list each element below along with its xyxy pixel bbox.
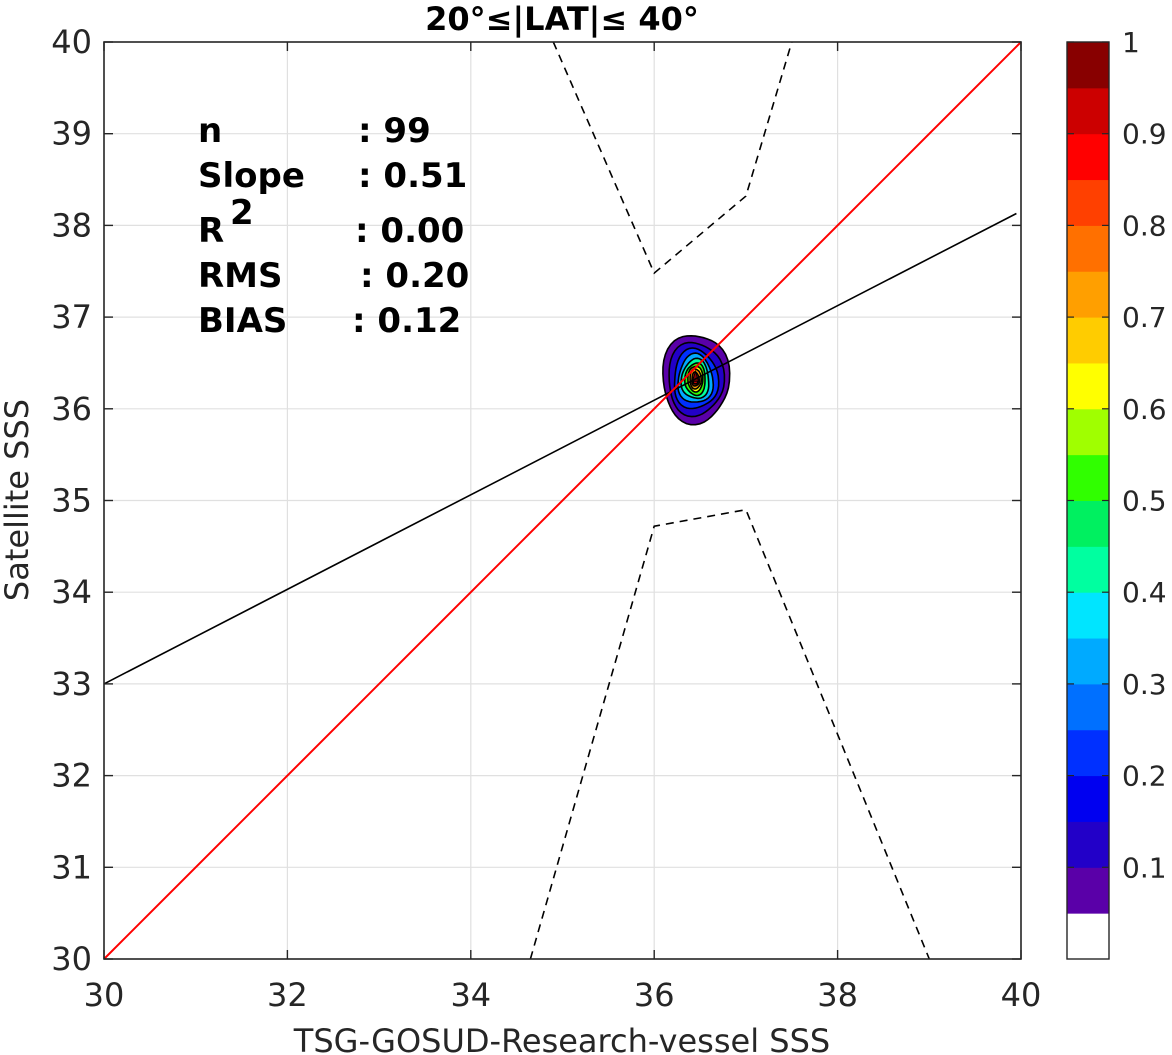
colorbar-tick-label: 1 xyxy=(1122,26,1140,59)
y-tick-label: 35 xyxy=(51,482,92,520)
x-tick-label: 36 xyxy=(634,976,675,1014)
colorbar-segment xyxy=(1067,592,1109,639)
colorbar-segment xyxy=(1067,775,1109,822)
colorbar-segment xyxy=(1067,271,1109,318)
stat-value: : 0.20 xyxy=(360,256,469,296)
chart-title: 20°≤|LAT|≤ 40° xyxy=(425,0,699,39)
grid-lines xyxy=(103,41,1022,960)
colorbar-segment xyxy=(1067,408,1109,456)
stat-label-superscript: 2 xyxy=(230,193,254,233)
colorbar-segment xyxy=(1067,87,1109,135)
y-tick-label: 36 xyxy=(51,390,92,428)
fit-lines xyxy=(103,41,1022,960)
colorbar-tick-label: 0.7 xyxy=(1122,301,1167,334)
regression-line xyxy=(103,212,1017,685)
y-tick-label: 38 xyxy=(51,206,92,244)
y-tick-label: 37 xyxy=(51,298,92,336)
y-tick-label: 39 xyxy=(51,115,92,153)
x-tick-label: 34 xyxy=(450,976,491,1014)
colorbar-segment xyxy=(1067,821,1109,868)
colorbar-tick-label: 0.8 xyxy=(1122,209,1167,242)
y-tick-label: 31 xyxy=(51,848,92,886)
colorbar-segment xyxy=(1067,42,1109,89)
colorbar-segment xyxy=(1067,317,1109,364)
stat-label: n xyxy=(198,111,222,151)
colorbar-tick-label: 0.9 xyxy=(1122,118,1167,151)
x-tick-label: 40 xyxy=(1001,976,1042,1014)
colorbar-segment xyxy=(1067,225,1109,272)
stat-value: : 99 xyxy=(358,111,431,151)
colorbar-tick-label: 0.4 xyxy=(1122,576,1167,609)
x-tick-label: 30 xyxy=(84,976,125,1014)
y-tick-label: 40 xyxy=(51,23,92,61)
stats-box: n : 99 Slope : 0.51 R 2 : 0.00 RMS : 0.20 BIAS : 0… xyxy=(198,111,469,341)
one-to-one-line xyxy=(103,41,1022,960)
envelope-upper-line xyxy=(552,41,793,275)
y-tick-label: 32 xyxy=(51,757,92,795)
colorbar-tick-label: 0.1 xyxy=(1122,851,1167,884)
colorbar-tick-label: 0.5 xyxy=(1122,485,1167,518)
stat-label: BIAS xyxy=(198,301,287,341)
colorbar-segment xyxy=(1067,867,1109,914)
colorbar-segment xyxy=(1067,913,1109,960)
x-tick-label: 38 xyxy=(817,976,858,1014)
stat-value: : 0.00 xyxy=(355,211,464,251)
stat-value: : 0.12 xyxy=(352,301,461,341)
envelope-lower-line xyxy=(529,508,931,960)
stat-label: Slope xyxy=(198,156,305,196)
y-tick-label: 33 xyxy=(51,665,92,703)
envelope-lines xyxy=(529,41,931,960)
colorbar-segment xyxy=(1067,546,1109,593)
colorbar-segment xyxy=(1067,500,1109,547)
colorbar-segment xyxy=(1067,362,1109,410)
colorbar-segment xyxy=(1067,729,1109,777)
y-tick-label: 30 xyxy=(51,940,92,978)
colorbar-segment xyxy=(1067,133,1109,181)
axes xyxy=(103,41,1022,960)
y-axis-label: Satellite SSS xyxy=(0,399,36,601)
colorbar-segment xyxy=(1067,179,1109,226)
y-tick-labels: 30 31 32 33 34 35 36 37 38 39 40 xyxy=(51,23,92,978)
colorbar-segment xyxy=(1067,638,1109,685)
stat-label: RMS xyxy=(198,256,283,296)
stat-value: : 0.51 xyxy=(358,156,467,196)
x-tick-label: 32 xyxy=(267,976,308,1014)
y-tick-label: 34 xyxy=(51,573,92,611)
colorbar-segment xyxy=(1067,683,1109,731)
colorbar: 0.1 0.2 0.3 0.4 0.5 0.6 0.7 0.8 0.9 1 xyxy=(1066,26,1167,960)
colorbar-tick-label: 0.2 xyxy=(1122,760,1167,793)
x-axis-label: TSG-GOSUD-Research-vessel SSS xyxy=(293,1022,830,1055)
x-tick-labels: 30 32 34 36 38 40 xyxy=(84,976,1042,1014)
colorbar-segment xyxy=(1067,454,1109,501)
colorbar-tick-label: 0.6 xyxy=(1122,393,1167,426)
colorbar-tick-label: 0.3 xyxy=(1122,668,1167,701)
stat-label: R xyxy=(198,211,224,251)
